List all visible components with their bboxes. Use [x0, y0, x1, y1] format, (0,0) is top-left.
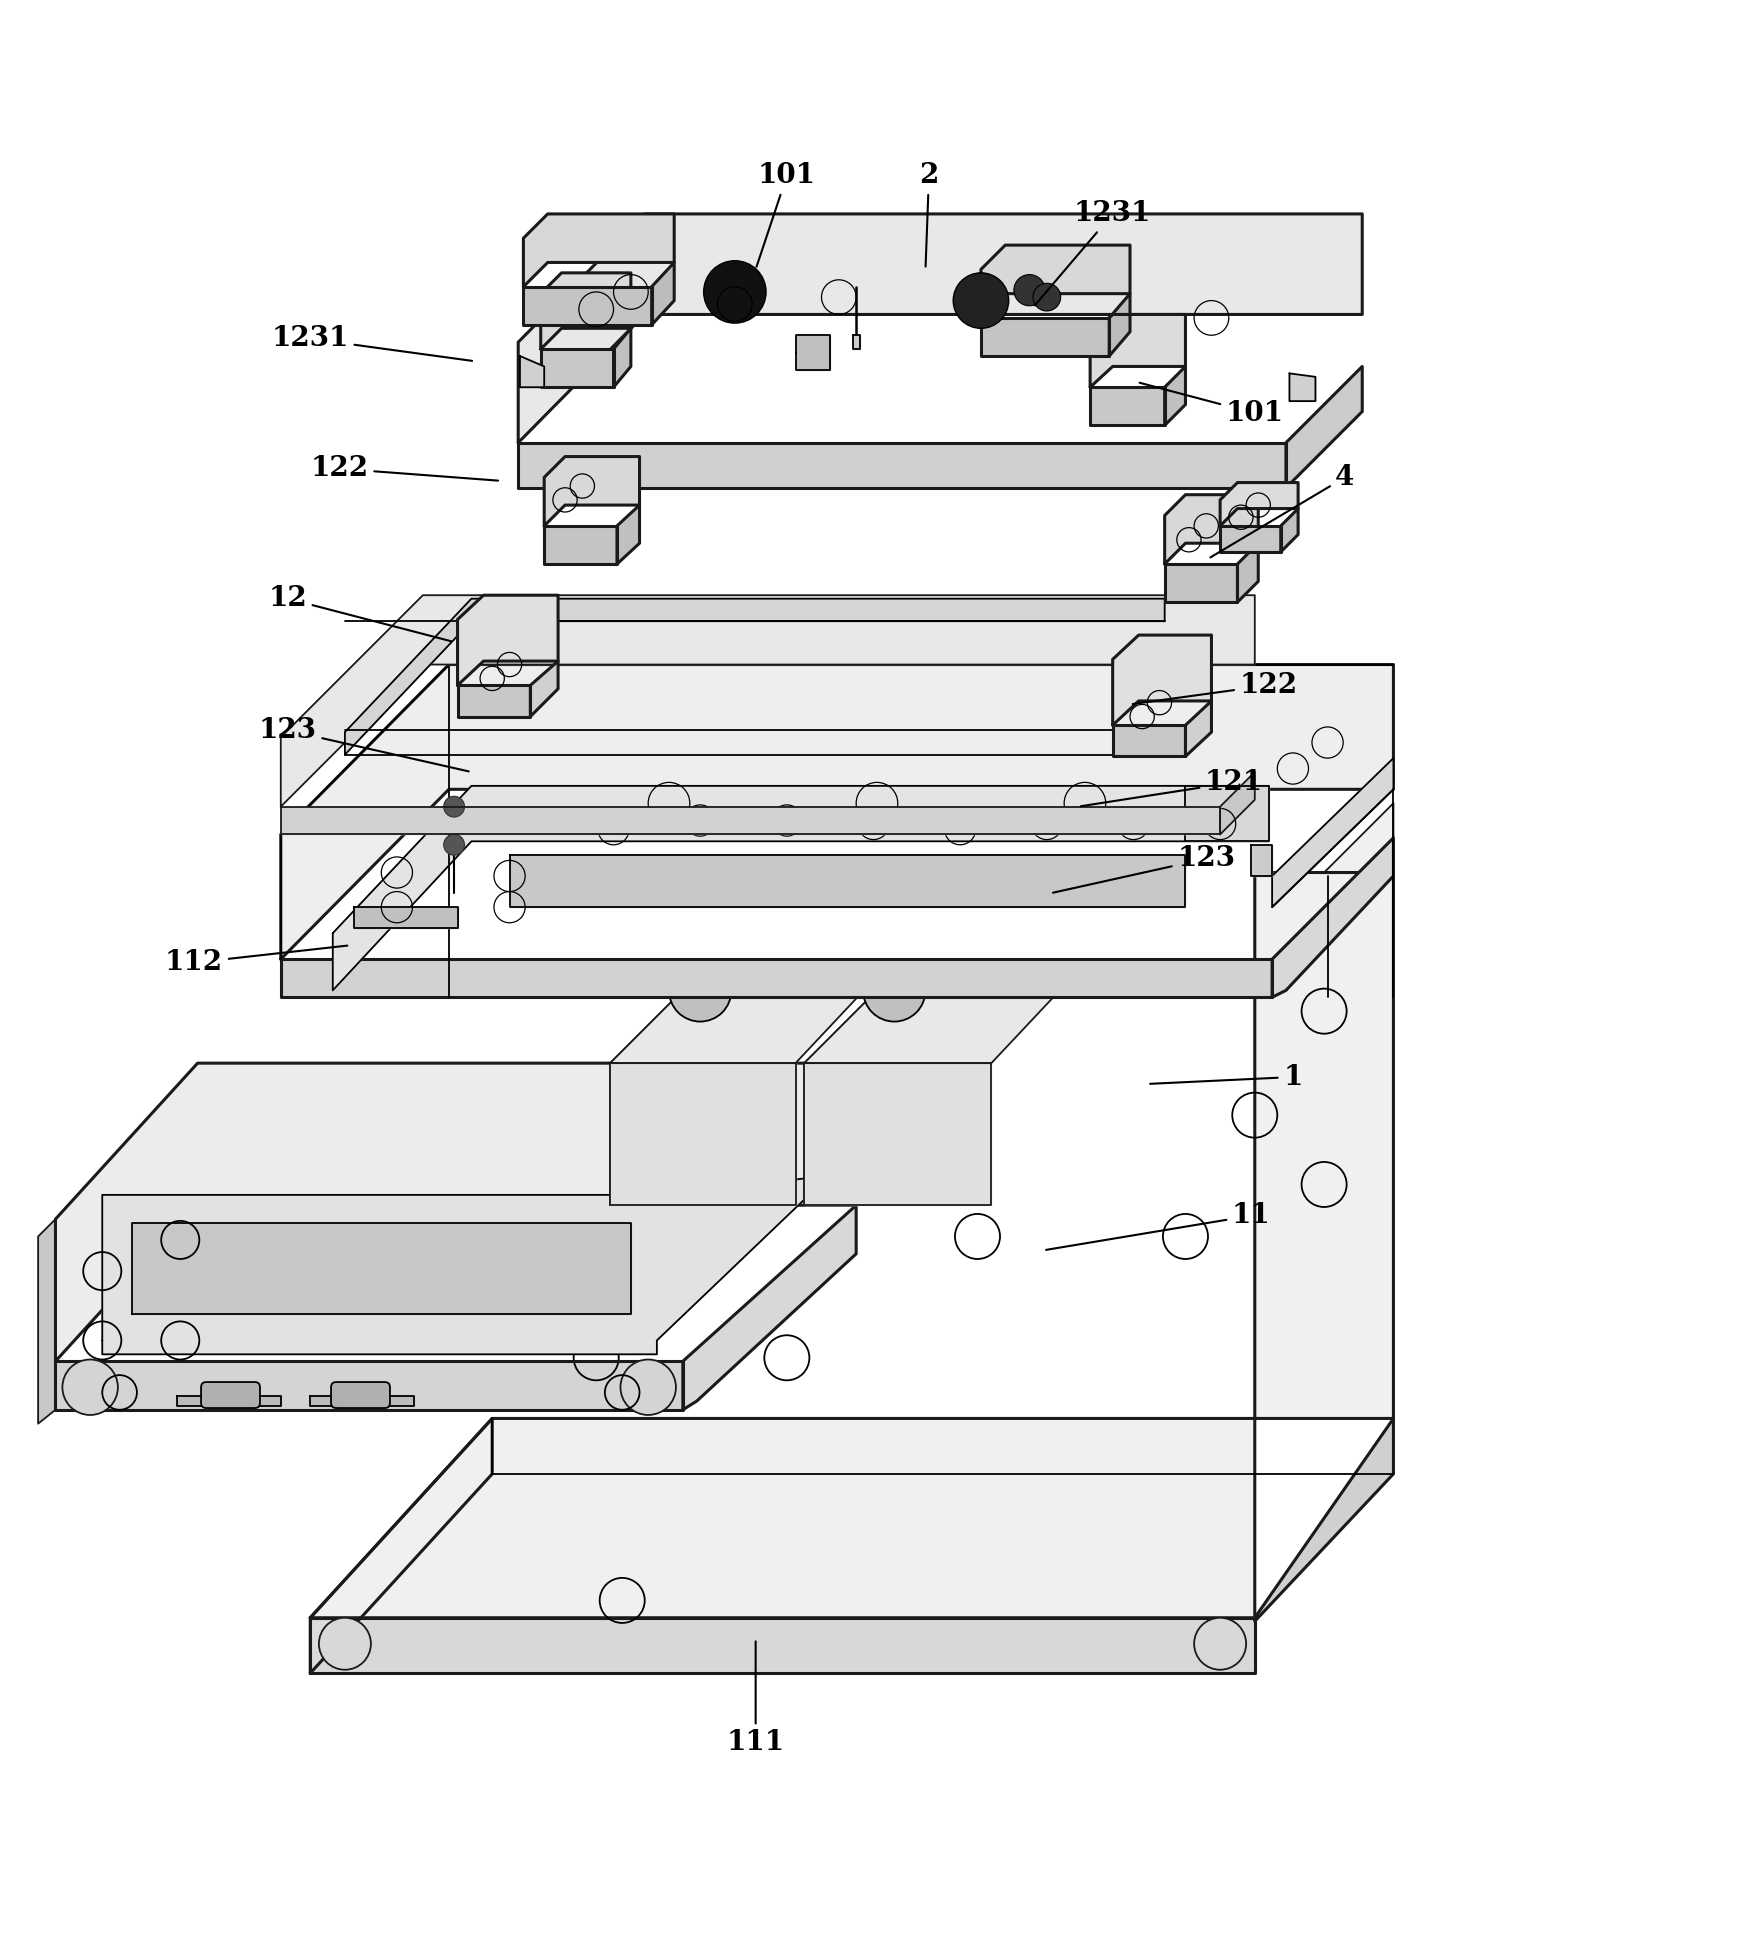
Polygon shape: [311, 1396, 414, 1406]
Polygon shape: [804, 976, 891, 1205]
Text: 11: 11: [1046, 1203, 1270, 1250]
Circle shape: [444, 834, 465, 855]
Text: 122: 122: [311, 455, 498, 482]
Circle shape: [320, 1617, 370, 1670]
Polygon shape: [38, 1219, 56, 1424]
FancyBboxPatch shape: [330, 1383, 390, 1408]
Polygon shape: [1272, 838, 1394, 998]
Circle shape: [1032, 283, 1060, 311]
Polygon shape: [1237, 543, 1258, 602]
Polygon shape: [531, 660, 557, 717]
Polygon shape: [353, 908, 458, 928]
Polygon shape: [281, 596, 1254, 807]
Polygon shape: [176, 1396, 281, 1406]
Polygon shape: [1281, 508, 1298, 553]
Circle shape: [669, 959, 732, 1021]
Text: 122: 122: [1132, 672, 1298, 703]
Polygon shape: [524, 215, 674, 287]
Text: 4: 4: [1211, 465, 1354, 557]
Circle shape: [1013, 275, 1045, 307]
Polygon shape: [524, 287, 652, 324]
Polygon shape: [542, 350, 613, 387]
Polygon shape: [610, 976, 697, 1205]
Text: 111: 111: [727, 1641, 784, 1756]
Polygon shape: [1286, 367, 1363, 488]
Polygon shape: [1219, 771, 1254, 834]
Polygon shape: [982, 246, 1130, 318]
Circle shape: [863, 959, 926, 1021]
Circle shape: [1195, 1617, 1246, 1670]
Polygon shape: [1219, 482, 1298, 525]
Polygon shape: [804, 1062, 991, 1205]
Polygon shape: [1254, 803, 1394, 873]
Polygon shape: [281, 959, 1272, 998]
Text: 112: 112: [164, 945, 348, 976]
Text: 121: 121: [1081, 769, 1263, 807]
Polygon shape: [311, 873, 1394, 1617]
Polygon shape: [519, 215, 1363, 443]
Polygon shape: [281, 807, 1219, 834]
Polygon shape: [103, 1178, 812, 1353]
Polygon shape: [1186, 785, 1268, 842]
Polygon shape: [458, 596, 557, 686]
Polygon shape: [610, 1062, 795, 1205]
Polygon shape: [545, 525, 617, 564]
Text: 1: 1: [1150, 1064, 1303, 1090]
Polygon shape: [1109, 293, 1130, 355]
Polygon shape: [617, 506, 639, 564]
Polygon shape: [311, 1418, 493, 1674]
Circle shape: [704, 260, 765, 322]
Text: 12: 12: [269, 586, 451, 641]
Polygon shape: [311, 1617, 1254, 1674]
Polygon shape: [1289, 373, 1315, 400]
Circle shape: [954, 273, 1008, 328]
Polygon shape: [795, 336, 830, 369]
Polygon shape: [542, 273, 631, 350]
Polygon shape: [1090, 387, 1165, 426]
Polygon shape: [458, 686, 531, 717]
Text: 1231: 1231: [271, 326, 472, 361]
Text: 101: 101: [756, 162, 816, 268]
Polygon shape: [1113, 635, 1211, 725]
Polygon shape: [1165, 367, 1186, 426]
Circle shape: [63, 1359, 117, 1416]
Circle shape: [444, 797, 465, 816]
Polygon shape: [281, 664, 1394, 959]
Circle shape: [620, 1359, 676, 1416]
Polygon shape: [1272, 758, 1394, 908]
Polygon shape: [521, 355, 545, 387]
Polygon shape: [1251, 846, 1272, 877]
Polygon shape: [56, 1361, 683, 1410]
Polygon shape: [982, 318, 1109, 355]
Polygon shape: [1165, 564, 1237, 602]
Polygon shape: [652, 262, 674, 324]
Text: 1231: 1231: [1034, 201, 1151, 305]
Polygon shape: [1254, 1418, 1394, 1621]
Text: 123: 123: [1053, 846, 1235, 893]
Polygon shape: [853, 336, 860, 350]
Text: 123: 123: [259, 717, 468, 771]
Polygon shape: [610, 976, 877, 1062]
Polygon shape: [1090, 314, 1186, 387]
Polygon shape: [1113, 725, 1186, 756]
Polygon shape: [613, 328, 631, 387]
Polygon shape: [344, 600, 1165, 754]
Polygon shape: [131, 1223, 631, 1314]
Text: 2: 2: [919, 162, 938, 268]
Polygon shape: [1219, 525, 1281, 553]
FancyBboxPatch shape: [201, 1383, 260, 1408]
Polygon shape: [332, 785, 1268, 990]
Polygon shape: [56, 1062, 856, 1361]
Polygon shape: [1186, 701, 1211, 756]
Polygon shape: [804, 976, 1073, 1062]
Polygon shape: [519, 443, 1286, 488]
Polygon shape: [545, 457, 639, 525]
Text: 101: 101: [1139, 383, 1284, 428]
Polygon shape: [683, 1205, 856, 1410]
Polygon shape: [510, 855, 1186, 908]
Polygon shape: [1165, 494, 1258, 564]
